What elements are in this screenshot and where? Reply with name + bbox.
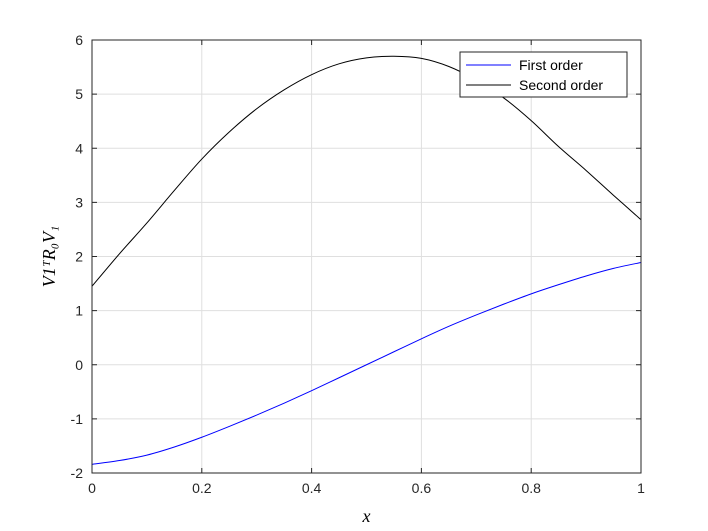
legend-label-second-order: Second order (519, 77, 603, 93)
y-tick-label: 1 (75, 303, 83, 319)
legend-box (459, 51, 628, 98)
y-tick-label: -2 (71, 465, 84, 481)
y-tick-label: 2 (75, 249, 83, 265)
y-tick-label: 6 (75, 32, 83, 48)
tick-labels: 0 0.2 0.4 0.6 0.8 1 -2 -1 0 1 2 3 4 5 6 (71, 32, 646, 496)
x-tick-label: 0 (88, 480, 96, 496)
y-axis-label: V1ᵀR₀V₁ (39, 226, 59, 287)
x-axis-label: x (362, 506, 371, 526)
y-tick-label: 0 (75, 357, 83, 373)
tick-marks (91, 39, 642, 474)
y-tick-label: 5 (75, 86, 83, 102)
series-layer (91, 55, 642, 465)
x-tick-label: 1 (637, 480, 645, 496)
x-tick-label: 0.2 (192, 480, 212, 496)
x-tick-label: 0.8 (521, 480, 541, 496)
legend-label-first-order: First order (519, 57, 583, 73)
y-tick-label: -1 (71, 411, 84, 427)
y-tick-label: 4 (75, 140, 83, 156)
legend: First order Second order (459, 51, 628, 98)
x-tick-label: 0.6 (412, 480, 432, 496)
series-line-second-order (91, 55, 642, 287)
y-tick-label: 3 (75, 194, 83, 210)
x-tick-label: 0.4 (302, 480, 322, 496)
series-line-first-order (91, 261, 642, 465)
